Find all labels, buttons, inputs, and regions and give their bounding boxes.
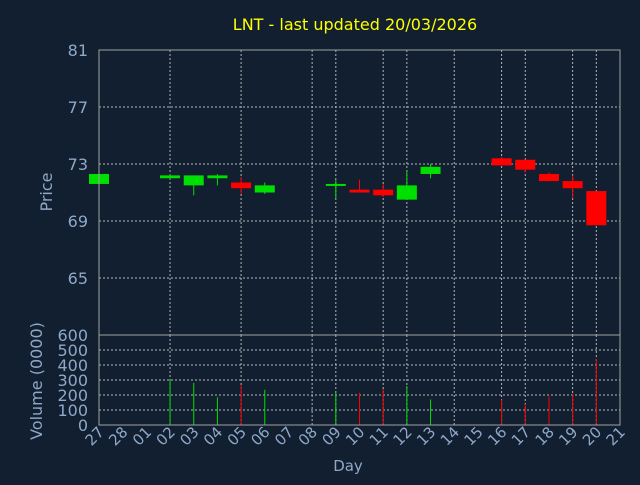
price-tick-label: 65 <box>68 269 88 288</box>
candlesticks <box>89 156 607 226</box>
volume-tick-label: 300 <box>57 371 88 390</box>
volume-panel-frame <box>98 334 621 426</box>
candle-body <box>586 191 607 226</box>
candle-body <box>562 181 583 189</box>
candle-body <box>207 175 228 179</box>
price-tick-labels: 81 77 73 69 65 <box>68 41 88 288</box>
volume-tick-label: 100 <box>57 401 88 420</box>
chart-title: LNT - last updated 20/03/2026 <box>233 15 477 34</box>
candle-body <box>325 183 346 186</box>
candle-body <box>538 173 559 182</box>
candle-body <box>420 166 441 174</box>
candle-body <box>373 189 394 196</box>
candle-body <box>231 182 252 189</box>
candle-body <box>160 175 181 179</box>
candle-body <box>491 158 512 166</box>
candle-body <box>396 185 417 200</box>
candle-body <box>183 175 204 186</box>
volume-bars <box>169 359 597 425</box>
price-tick-label: 69 <box>68 212 88 231</box>
price-axis-label: Price <box>37 172 56 211</box>
price-tick-label: 73 <box>68 155 88 174</box>
volume-tick-label: 400 <box>57 356 88 375</box>
price-tick-label: 77 <box>68 98 88 117</box>
volume-axis-label: Volume (0000) <box>27 322 46 440</box>
volume-tick-label: 500 <box>57 341 88 360</box>
price-grid <box>98 49 620 335</box>
x-axis-label: Day <box>333 457 363 475</box>
volume-tick-label: 600 <box>57 326 88 345</box>
candle-body <box>349 189 370 193</box>
candle-body <box>254 185 275 193</box>
candle-body <box>515 159 536 170</box>
x-tick-labels: 2728010203040506070809101112131415161718… <box>82 423 629 449</box>
price-tick-label: 81 <box>68 41 88 60</box>
volume-tick-label: 0 <box>78 416 88 435</box>
volume-tick-label: 200 <box>57 386 88 405</box>
